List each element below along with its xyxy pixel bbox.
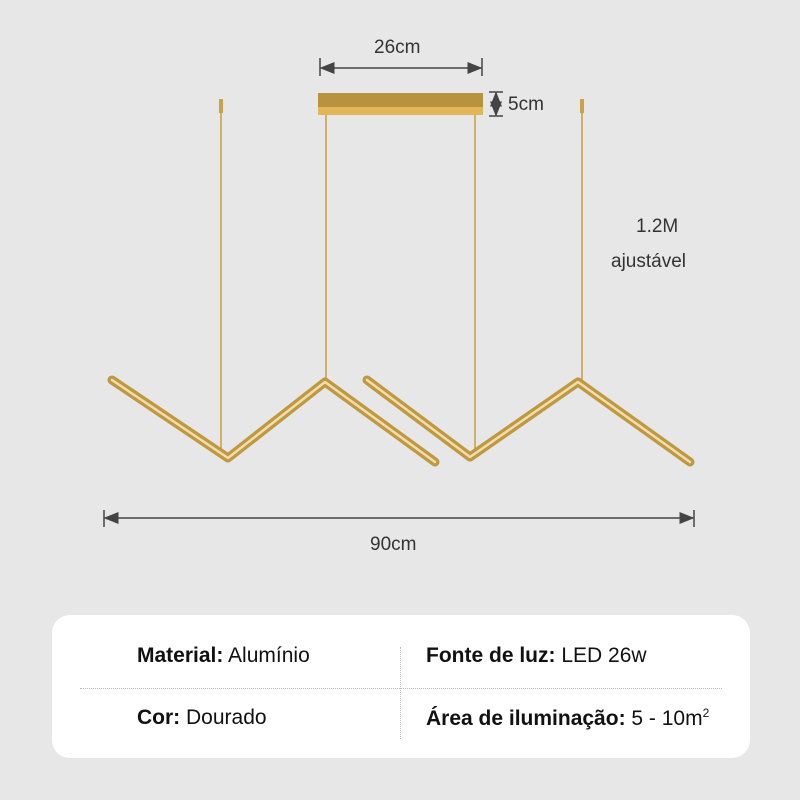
spec-light-source: Fonte de luz: LED 26w [426,644,647,667]
canopy-width-dimension [319,58,483,76]
spec-card: Material: Alumínio Fonte de luz: LED 26w… [52,615,750,758]
canopy-height-label: 5cm [508,94,544,115]
cable-adjustable-label: ajustável [611,251,686,272]
canopy-height-dimension [489,91,503,117]
vertical-divider [400,647,401,739]
horizontal-divider [80,688,722,689]
pendant-lamp-illustration [103,58,695,527]
suspension-cables [219,99,584,455]
total-width-label: 90cm [370,534,417,555]
spec-color: Cor: Dourado [137,706,267,729]
spec-material: Material: Alumínio [137,644,310,667]
canopy-width-label: 26cm [374,37,421,58]
canopy [318,93,483,115]
cable-length-label: 1.2M [636,216,679,237]
spec-lighting-area: Área de iluminação: 5 - 10m2 [426,706,710,730]
led-bars [107,375,695,467]
total-width-dimension [103,510,695,527]
